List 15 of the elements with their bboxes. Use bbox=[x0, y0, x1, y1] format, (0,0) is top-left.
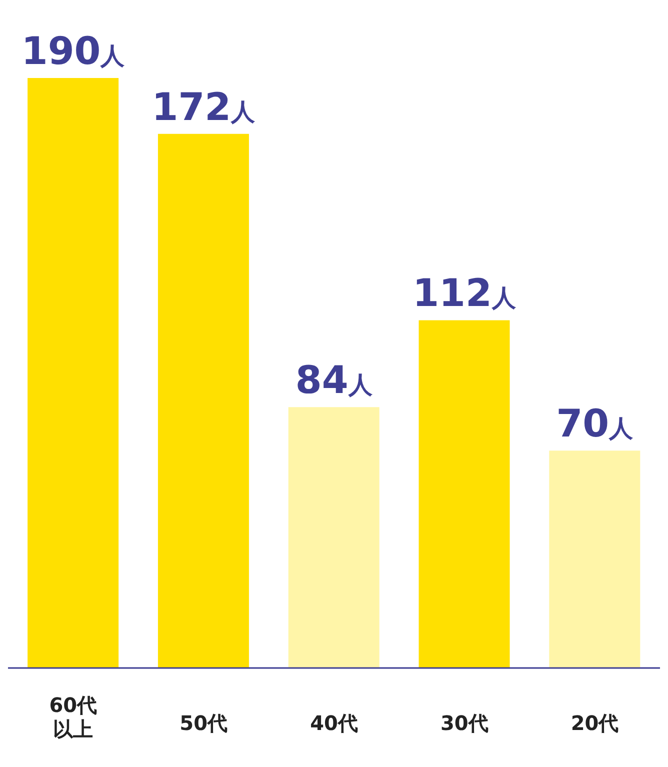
x-tick-label: 20代 bbox=[570, 711, 619, 735]
bar bbox=[418, 320, 510, 668]
x-tick-label: 60代以上 bbox=[49, 693, 98, 741]
x-tick-label: 30代 bbox=[440, 711, 488, 735]
data-label: 84人 bbox=[295, 358, 374, 402]
data-label: 172人 bbox=[152, 84, 256, 129]
bar bbox=[288, 407, 380, 668]
data-label: 190人 bbox=[21, 29, 126, 73]
data-label: 70人 bbox=[556, 402, 634, 446]
bar bbox=[28, 78, 119, 668]
bar bbox=[549, 450, 640, 668]
x-tick-label: 40代 bbox=[310, 711, 358, 735]
x-tick-label: 50代 bbox=[180, 711, 228, 735]
data-label: 112人 bbox=[412, 271, 517, 316]
bar bbox=[158, 134, 249, 668]
